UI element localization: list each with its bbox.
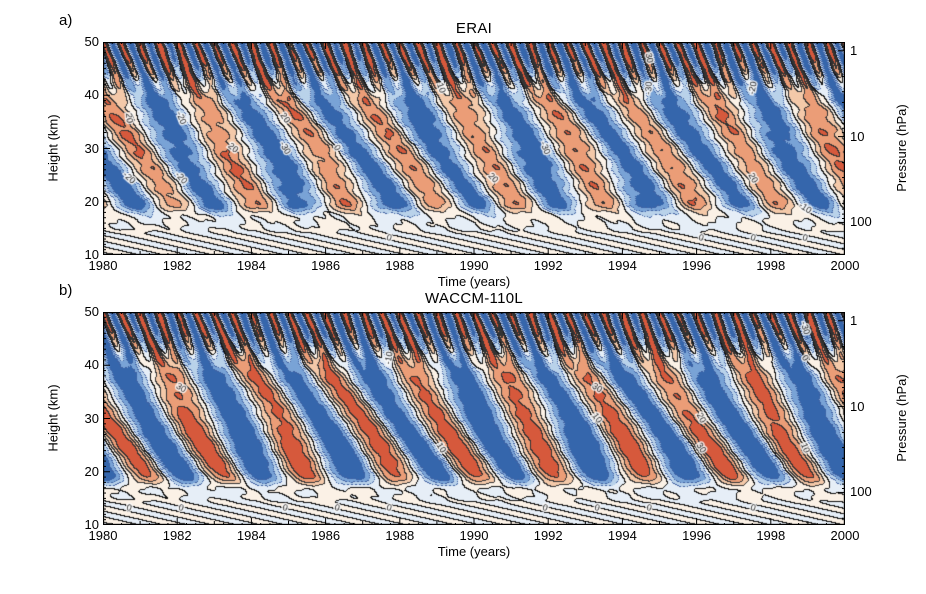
panel-a-ylabel-right: Pressure (hPa) [893, 104, 909, 192]
year-tick-label: 1990 [459, 528, 489, 543]
height-tick-label: 40 [84, 357, 99, 373]
panel-a-ylabel-left: Height (km) [45, 114, 61, 182]
year-tick-label: 1998 [756, 258, 786, 273]
height-tick-label: 50 [84, 304, 99, 319]
panel-a-title: ERAI [455, 20, 493, 37]
height-tick-label: 10 [84, 517, 99, 532]
year-tick-label: 1994 [607, 528, 637, 543]
year-tick-label: 1986 [311, 258, 341, 273]
height-tick-label: 20 [84, 463, 99, 479]
year-tick-label: 1984 [236, 528, 266, 543]
panel-b-ylabel-right: Pressure (hPa) [893, 374, 909, 462]
year-tick-label: 1994 [607, 258, 637, 273]
year-tick-label: 1980 [88, 258, 118, 273]
year-tick-label: 1984 [236, 258, 266, 273]
panel-b-title: WACCM-110L [424, 290, 524, 307]
year-tick-label: 1992 [533, 528, 563, 543]
year-tick-label: 1982 [162, 528, 192, 543]
height-tick-label: 30 [84, 140, 99, 156]
year-tick-label: 1988 [385, 258, 415, 273]
year-tick-label: 1996 [682, 258, 712, 273]
panel-b: b) WACCM-110L Height (km) Pressure (hPa)… [46, 282, 909, 559]
year-tick-label: 2000 [830, 258, 860, 273]
contour-canvas-a [103, 42, 845, 255]
height-tick-label: 50 [84, 34, 99, 49]
year-tick-label: 1996 [682, 528, 712, 543]
year-tick-label: 2000 [830, 528, 860, 543]
panel-a-corner-label: a) [59, 12, 73, 29]
pressure-tick-label: 1 [850, 42, 858, 58]
year-tick-label: 1992 [533, 258, 563, 273]
year-tick-label: 1988 [385, 528, 415, 543]
panel-b-ylabel-left: Height (km) [45, 384, 61, 452]
pressure-tick-label: 100 [850, 214, 872, 230]
year-tick-label: 1980 [88, 528, 118, 543]
year-tick-label: 1990 [459, 258, 489, 273]
panel-a: a) ERAI Height (km) Pressure (hPa) Time … [46, 12, 909, 289]
pressure-tick-label: 1 [850, 312, 858, 328]
pressure-tick-label: 10 [850, 128, 865, 144]
height-tick-label: 30 [84, 410, 99, 426]
height-tick-label: 20 [84, 193, 99, 209]
pressure-tick-label: 100 [850, 484, 872, 500]
contour-canvas-b [103, 312, 845, 525]
panel-b-corner-label: b) [59, 282, 73, 299]
pressure-tick-label: 10 [850, 398, 865, 414]
year-tick-label: 1986 [311, 528, 341, 543]
height-tick-label: 40 [84, 87, 99, 103]
panel-a-xlabel: Time (years) [437, 274, 511, 289]
year-tick-label: 1998 [756, 528, 786, 543]
panel-b-xlabel: Time (years) [437, 544, 511, 559]
year-tick-label: 1982 [162, 258, 192, 273]
height-tick-label: 10 [84, 247, 99, 262]
